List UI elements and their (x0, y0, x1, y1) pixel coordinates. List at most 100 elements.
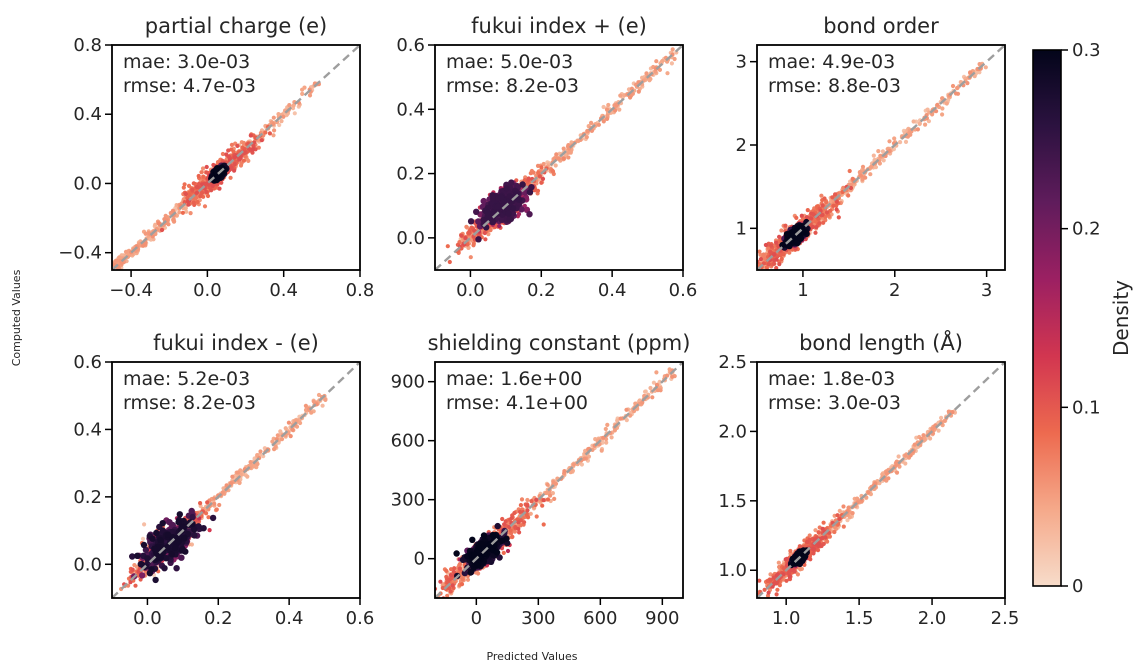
scatter-point (863, 175, 868, 180)
scatter-point (159, 227, 165, 233)
y-tick-label: 0.0 (73, 173, 102, 194)
scatter-point (871, 153, 876, 158)
x-tick-label: 0.6 (669, 280, 698, 301)
scatter-point (291, 103, 296, 108)
scatter-point (298, 420, 303, 426)
scatter-point (596, 122, 602, 127)
scatter-point (494, 203, 501, 210)
scatter-point (830, 195, 835, 200)
scatter-point (774, 257, 779, 262)
scatter-point (758, 257, 764, 262)
scatter-point (475, 218, 482, 225)
x-tick-label: 0.0 (456, 280, 485, 301)
x-tick-label: 0.2 (527, 280, 556, 301)
scatter-point (536, 170, 541, 175)
scatter-point (561, 146, 566, 151)
scatter-point (153, 222, 158, 227)
scatter-point (749, 268, 753, 272)
scatter-point (834, 207, 839, 212)
scatter-point (836, 215, 841, 220)
scatter-point (755, 271, 759, 275)
scatter-point (483, 237, 488, 242)
scatter-point (210, 183, 215, 188)
scatter-point (604, 107, 610, 112)
axes-frame (111, 44, 361, 271)
scatter-point (279, 119, 284, 124)
scatter-point (774, 240, 779, 245)
scatter-point (508, 179, 515, 186)
scatter-point (316, 392, 322, 398)
scatter-point (489, 192, 496, 199)
scatter-point (241, 140, 246, 146)
scatter-point (814, 219, 819, 224)
scatter-point (182, 200, 187, 205)
scatter-point (983, 65, 988, 70)
scatter-point (814, 225, 819, 230)
scatter-point (473, 208, 480, 215)
scatter-point (787, 250, 792, 255)
scatter-point (813, 230, 818, 235)
scatter-point (263, 130, 268, 135)
scatter-point (873, 165, 879, 170)
identity-line (435, 45, 683, 270)
scatter-point (255, 461, 260, 467)
scatter-point (923, 122, 928, 127)
scatter-point (194, 184, 199, 190)
scatter-point (898, 140, 903, 145)
scatter-point (199, 170, 204, 175)
scatter-point (757, 271, 761, 275)
scatter-point (935, 102, 940, 107)
scatter-point (237, 480, 242, 485)
scatter-point (488, 228, 493, 233)
scatter-point (272, 447, 277, 452)
scatter-point (644, 71, 649, 76)
scatter-point (475, 236, 482, 243)
scatter-point (170, 208, 176, 213)
scatter-point (618, 93, 623, 98)
scatter-point (820, 212, 825, 217)
scatter-point (880, 149, 886, 154)
subplot-title: bond order (823, 14, 939, 38)
x-tick-label: 0.4 (269, 280, 298, 301)
scatter-point (275, 433, 280, 438)
scatter-point (613, 108, 618, 113)
scatter-point (209, 188, 214, 193)
y-tick-label: 0.0 (396, 228, 425, 249)
scatter-point (783, 223, 788, 228)
scatter-point (241, 158, 247, 163)
scatter-point (237, 157, 242, 162)
y-tick-label: 3 (736, 52, 747, 73)
scatter-point (245, 474, 250, 479)
scatter-point (518, 206, 525, 213)
scatter-point (553, 163, 558, 168)
scatter-point (734, 279, 738, 283)
scatter-point (303, 403, 308, 408)
scatter-point (774, 265, 779, 270)
scatter-point (195, 199, 200, 205)
scatter-point (271, 133, 276, 138)
scatter-point (156, 221, 161, 226)
scatter-point (761, 261, 767, 266)
scatter-point (763, 242, 769, 248)
scatter-point (810, 224, 816, 230)
scatter-point (828, 208, 833, 213)
scatter-point (876, 149, 881, 154)
scatter-point (447, 259, 452, 265)
scatter-point (820, 203, 825, 208)
scatter-point (860, 164, 866, 169)
scatter-point (669, 61, 675, 66)
scatter-point (198, 194, 203, 199)
scatter-point (771, 261, 777, 266)
scatter-point (605, 116, 610, 121)
scatter-point (654, 59, 659, 64)
scatter-point (187, 192, 192, 197)
scatter-point (769, 243, 774, 248)
scatter-point (944, 101, 949, 106)
scatter-point (821, 220, 826, 225)
scatter-point (181, 185, 186, 190)
scatter-point (290, 427, 295, 432)
scatter-point (497, 193, 505, 201)
mae-text: mae: 3.0e-03 (123, 51, 250, 73)
